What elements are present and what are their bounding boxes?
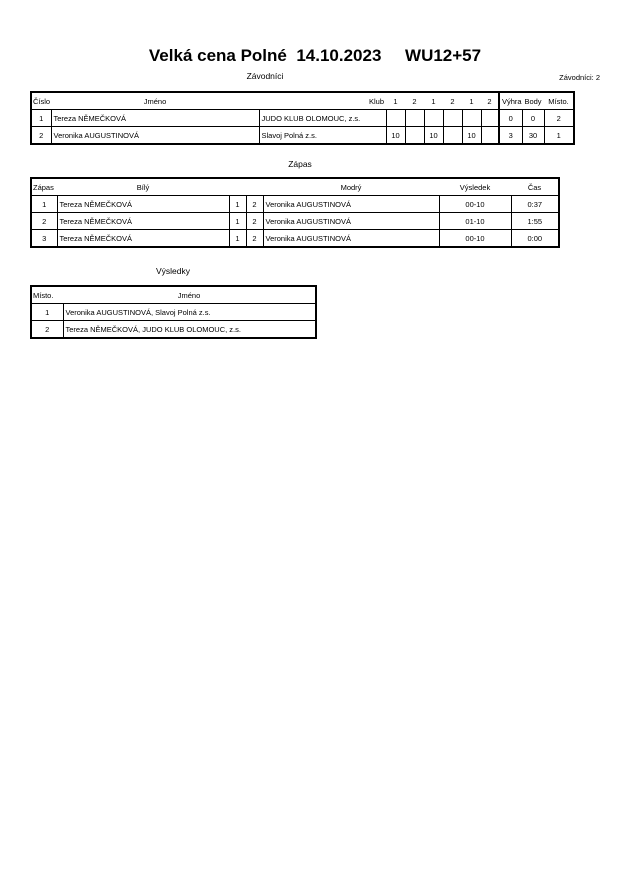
cell: 2 <box>30 126 52 145</box>
col-header: Čas <box>511 177 559 196</box>
table-row: 1 Veronika AUGUSTINOVÁ, Slavoj Polná z.s… <box>30 303 317 321</box>
col-header: 1 <box>424 91 443 110</box>
cell <box>442 126 463 145</box>
page-title: Velká cena Polné 14.10.2023 WU12+57 <box>148 46 482 65</box>
col-header-empty <box>229 177 246 196</box>
cell: 1 <box>228 229 247 248</box>
cell: 10 <box>385 126 406 145</box>
col-header: Modrý <box>263 177 439 196</box>
table-header: Místo. Jméno <box>31 285 316 304</box>
cell: Tereza NĚMEČKOVÁ <box>56 195 230 213</box>
cell <box>423 109 444 127</box>
cell: 1 <box>543 126 575 145</box>
cell: Veronika AUGUSTINOVÁ <box>50 126 260 145</box>
col-header: Místo. <box>31 285 63 304</box>
cell: 00-10 <box>438 195 512 213</box>
cell: 0:00 <box>510 229 560 248</box>
results-caption: Výsledky <box>155 266 190 276</box>
col-header: Zápas <box>31 177 57 196</box>
cell: 1 <box>228 195 247 213</box>
cell: Tereza NĚMEČKOVÁ <box>56 212 230 230</box>
cell: Tereza NĚMEČKOVÁ <box>50 109 260 127</box>
cell: 2 <box>30 320 64 339</box>
col-header-empty <box>246 177 263 196</box>
cell: 2 <box>245 229 264 248</box>
cell: Tereza NĚMEČKOVÁ, JUDO KLUB OLOMOUC, z.s… <box>62 320 317 339</box>
competitors-count: Závodníci: 2 <box>559 73 600 82</box>
cell: 2 <box>30 212 58 230</box>
cell: 1 <box>30 195 58 213</box>
cell: 10 <box>423 126 444 145</box>
cell <box>404 109 425 127</box>
cell: 01-10 <box>438 212 512 230</box>
table-header: Číslo Jméno Klub 1 2 1 2 1 2 Výhra Body … <box>31 91 574 110</box>
cell <box>480 126 500 145</box>
cell: 10 <box>461 126 482 145</box>
cell: Veronika AUGUSTINOVÁ <box>262 195 440 213</box>
table-row: 2 Tereza NĚMEČKOVÁ 1 2 Veronika AUGUSTIN… <box>30 212 560 230</box>
cell: 2 <box>245 212 264 230</box>
competitors-caption: Závodníci <box>246 71 284 81</box>
cell <box>442 109 463 127</box>
table-row: 2 Tereza NĚMEČKOVÁ, JUDO KLUB OLOMOUC, z… <box>30 320 317 339</box>
cell: 3 <box>30 229 58 248</box>
col-header: Jméno <box>63 285 316 304</box>
cell: JUDO KLUB OLOMOUC, z.s. <box>258 109 387 127</box>
table-row: 3 Tereza NĚMEČKOVÁ 1 2 Veronika AUGUSTIN… <box>30 229 560 248</box>
col-header: 1 <box>386 91 405 110</box>
cell: Veronika AUGUSTINOVÁ <box>262 212 440 230</box>
cell <box>461 109 482 127</box>
cell: Tereza NĚMEČKOVÁ <box>56 229 230 248</box>
cell: Veronika AUGUSTINOVÁ <box>262 229 440 248</box>
cell: 00-10 <box>438 229 512 248</box>
cell: 30 <box>521 126 545 145</box>
matches-table: Zápas Bílý Modrý Výsledek Čas 1 Tereza N… <box>30 177 560 248</box>
cell: 1 <box>228 212 247 230</box>
cell <box>404 126 425 145</box>
table-row: 1 Tereza NĚMEČKOVÁ 1 2 Veronika AUGUSTIN… <box>30 195 560 213</box>
cell: 2 <box>543 109 575 127</box>
matches-caption: Zápas <box>288 159 312 169</box>
col-header: 2 <box>443 91 462 110</box>
cell: 3 <box>498 126 523 145</box>
table-header: Zápas Bílý Modrý Výsledek Čas <box>31 177 559 196</box>
col-header: Klub <box>259 91 386 110</box>
col-header: Číslo <box>31 91 51 110</box>
cell: 1 <box>30 109 52 127</box>
cell: 1:55 <box>510 212 560 230</box>
cell <box>480 109 500 127</box>
cell: 0 <box>521 109 545 127</box>
col-header: Jméno <box>51 91 259 110</box>
col-header: 2 <box>481 91 500 110</box>
col-header: Výsledek <box>439 177 511 196</box>
col-header: 1 <box>462 91 481 110</box>
cell <box>385 109 406 127</box>
cell: 0:37 <box>510 195 560 213</box>
cell: 2 <box>245 195 264 213</box>
results-table: Místo. Jméno 1 Veronika AUGUSTINOVÁ, Sla… <box>30 285 317 339</box>
cell: Slavoj Polná z.s. <box>258 126 387 145</box>
cell: 0 <box>498 109 523 127</box>
col-header: Bílý <box>57 177 229 196</box>
competitors-table: Číslo Jméno Klub 1 2 1 2 1 2 Výhra Body … <box>30 91 575 145</box>
col-header: 2 <box>405 91 424 110</box>
cell: Veronika AUGUSTINOVÁ, Slavoj Polná z.s. <box>62 303 317 321</box>
table-row: 1 Tereza NĚMEČKOVÁ JUDO KLUB OLOMOUC, z.… <box>30 109 575 127</box>
cell: 1 <box>30 303 64 321</box>
col-header: Výhra <box>499 91 522 110</box>
col-header: Body <box>522 91 544 110</box>
col-header: Místo. <box>544 91 574 110</box>
table-row: 2 Veronika AUGUSTINOVÁ Slavoj Polná z.s.… <box>30 126 575 145</box>
